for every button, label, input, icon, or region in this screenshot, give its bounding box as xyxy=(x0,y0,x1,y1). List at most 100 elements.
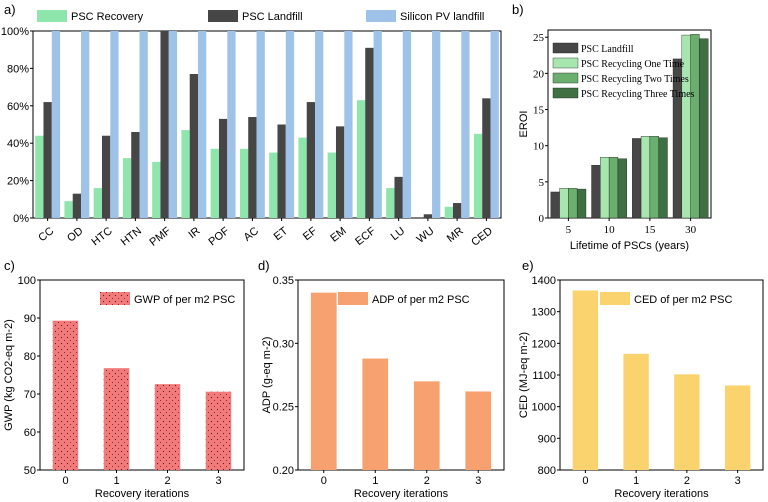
bar xyxy=(658,137,668,219)
y-axis-title: GWP (kg CO2-eq m-2) xyxy=(3,319,15,431)
panel-label: e) xyxy=(522,258,534,273)
legend-label: PSC Recycling Three Times xyxy=(581,89,695,100)
legend-label: PSC Landfill xyxy=(242,11,303,23)
y-tick-label: 0.30 xyxy=(273,338,294,350)
x-tick-label: 2 xyxy=(684,475,690,487)
y-tick-label: 15 xyxy=(533,105,545,117)
y-tick-label: 0.20 xyxy=(273,465,294,477)
bar xyxy=(452,203,462,218)
y-tick-label: 70 xyxy=(24,389,36,401)
legend-swatch-texture xyxy=(100,292,130,305)
y-tick-label: 1100 xyxy=(532,370,556,382)
legend-swatch xyxy=(37,10,67,22)
bar xyxy=(218,118,228,218)
y-axis-title: CED (MJ-eq m-2) xyxy=(518,332,530,418)
panel-e-chart: e) 0 1 2 3 800 900 1000 1100 1200 1300 1400 Recovery… xyxy=(518,258,764,500)
panel-b-chart: b) 5 10 15 30 0 5 10 15 20 25 Lifetime of PSCs (yea… xyxy=(512,2,712,252)
x-tick-label: CC xyxy=(36,225,56,244)
bar xyxy=(461,31,470,218)
plot-frame xyxy=(297,279,505,471)
bar xyxy=(227,31,236,218)
y-tick-label: 50 xyxy=(24,465,36,477)
bar xyxy=(239,148,249,218)
x-tick-label: 3 xyxy=(475,475,481,487)
bar xyxy=(64,201,73,218)
panel-label: b) xyxy=(512,2,524,17)
legend-swatch xyxy=(552,72,579,84)
x-tick-label: 1 xyxy=(633,475,639,487)
x-tick-label: CED xyxy=(469,225,495,249)
legend-swatch xyxy=(552,42,579,54)
legend-label: Silicon PV landfill xyxy=(400,11,484,23)
legend-label: CED of per m2 PSC xyxy=(634,294,732,306)
bar xyxy=(269,152,278,218)
bar xyxy=(550,191,560,219)
x-tick-label: 0 xyxy=(62,475,68,487)
bar xyxy=(344,31,353,218)
y-tick-label: 10 xyxy=(533,141,545,153)
bar xyxy=(423,214,433,218)
y-tick-label: 90 xyxy=(24,313,36,325)
y-tick-label: 5 xyxy=(539,177,545,189)
bar xyxy=(248,117,257,218)
bar xyxy=(690,34,700,219)
bar xyxy=(559,188,569,219)
y-tick-label: 1400 xyxy=(532,275,556,287)
bar xyxy=(640,136,651,219)
x-tick-label: POF xyxy=(206,225,231,249)
bar xyxy=(394,176,403,218)
y-tick-label: 25 xyxy=(533,32,545,44)
panel-c-chart: c) 0 1 2 3 50 60 70 80 90 100 Recovery iterations GW… xyxy=(3,258,245,500)
bar xyxy=(386,188,395,218)
y-tick-label: 800 xyxy=(538,465,556,477)
bar xyxy=(327,152,336,218)
bar xyxy=(81,31,90,218)
bar-texture xyxy=(205,391,232,470)
y-tick-label: 100 xyxy=(18,275,36,287)
bar xyxy=(632,138,642,219)
bar xyxy=(315,31,324,218)
bar xyxy=(152,161,161,218)
bar xyxy=(256,31,265,218)
plot-frame xyxy=(32,30,502,219)
bar-texture xyxy=(103,368,130,470)
y-tick-label: 60% xyxy=(7,101,29,113)
panel-label: a) xyxy=(4,2,16,17)
y-tick-label: 20% xyxy=(7,176,29,188)
y-tick-label: 40% xyxy=(7,138,29,150)
legend-label: PSC Landfill xyxy=(581,44,634,55)
bar xyxy=(35,135,44,218)
bar xyxy=(93,188,102,218)
x-tick-label: 10 xyxy=(604,224,616,236)
y-axis-title: ADP (g-eq m-2) xyxy=(261,337,273,414)
bar xyxy=(306,102,316,218)
x-axis-title: Lifetime of PSCs (years) xyxy=(570,240,689,252)
y-tick-label: 1200 xyxy=(532,338,556,350)
bar xyxy=(160,31,169,218)
x-axis-title: Recovery iterations xyxy=(614,488,709,500)
x-tick-label: 5 xyxy=(566,224,572,236)
legend-label: PSC Recycling One Time xyxy=(581,59,685,70)
x-tick-label: AC xyxy=(242,225,261,244)
legend-label: PSC Recycling Two Times xyxy=(581,74,689,85)
bar xyxy=(724,385,751,470)
bar xyxy=(277,124,286,218)
y-tick-label: 1000 xyxy=(532,402,556,414)
bar xyxy=(181,130,190,218)
y-tick-label: 80% xyxy=(7,63,29,75)
bar xyxy=(402,31,412,218)
legend-label: GWP of per m2 PSC xyxy=(134,294,235,306)
bar xyxy=(482,98,491,218)
y-axis-title: EROI xyxy=(518,111,530,138)
x-tick-label: 3 xyxy=(215,475,221,487)
x-tick-label: WU xyxy=(415,225,437,246)
panel-label: c) xyxy=(4,258,15,273)
bar xyxy=(298,137,307,218)
panel-label: d) xyxy=(258,258,270,273)
y-tick-label: 0 xyxy=(539,213,545,225)
bar xyxy=(310,292,337,470)
y-tick-label: 900 xyxy=(538,433,556,445)
bar xyxy=(576,188,587,219)
bar xyxy=(373,31,382,218)
bar-texture xyxy=(52,320,79,470)
